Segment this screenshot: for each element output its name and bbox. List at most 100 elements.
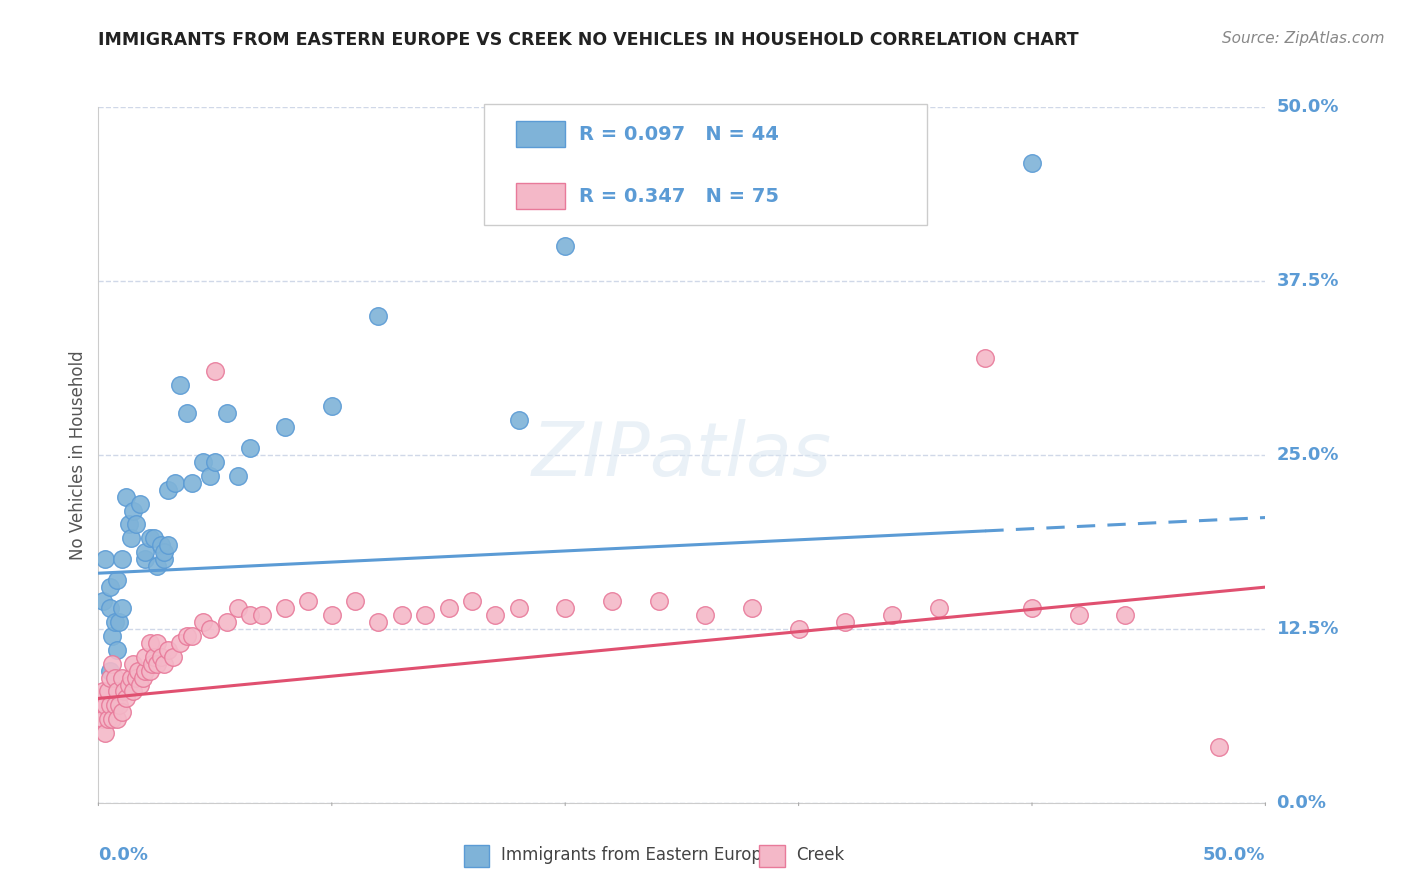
Point bbox=[118, 517, 141, 532]
Point bbox=[129, 677, 152, 691]
Point bbox=[344, 594, 367, 608]
Point bbox=[204, 364, 226, 378]
Point bbox=[98, 698, 121, 713]
Point bbox=[139, 636, 162, 650]
Point bbox=[157, 483, 180, 497]
Point bbox=[111, 552, 134, 566]
Text: R = 0.097   N = 44: R = 0.097 N = 44 bbox=[579, 125, 779, 144]
Point bbox=[274, 420, 297, 434]
Text: 0.0%: 0.0% bbox=[1277, 794, 1326, 812]
Point bbox=[94, 726, 117, 740]
Point bbox=[97, 712, 120, 726]
Text: 50.0%: 50.0% bbox=[1204, 846, 1265, 863]
Point bbox=[367, 615, 389, 629]
Point bbox=[1114, 607, 1136, 622]
Text: 25.0%: 25.0% bbox=[1277, 446, 1339, 464]
Point bbox=[143, 649, 166, 664]
Point bbox=[193, 455, 215, 469]
Point bbox=[600, 594, 623, 608]
Point bbox=[101, 712, 124, 726]
Point bbox=[94, 698, 117, 713]
Text: ZIPatlas: ZIPatlas bbox=[531, 419, 832, 491]
Point bbox=[90, 698, 112, 713]
Point bbox=[508, 413, 530, 427]
Point bbox=[239, 441, 262, 455]
Point bbox=[150, 649, 173, 664]
Point bbox=[115, 691, 138, 706]
Point bbox=[104, 615, 127, 629]
Point bbox=[180, 629, 202, 643]
Point bbox=[127, 664, 149, 678]
Point bbox=[91, 684, 114, 698]
Point bbox=[1021, 155, 1043, 169]
Point bbox=[111, 601, 134, 615]
Text: Immigrants from Eastern Europe: Immigrants from Eastern Europe bbox=[501, 847, 772, 864]
Y-axis label: No Vehicles in Household: No Vehicles in Household bbox=[69, 350, 87, 560]
Point bbox=[132, 671, 155, 685]
Point bbox=[146, 636, 169, 650]
Point bbox=[118, 677, 141, 691]
Bar bbox=[516, 183, 565, 210]
Point bbox=[122, 503, 145, 517]
Point bbox=[97, 684, 120, 698]
Point bbox=[105, 712, 128, 726]
FancyBboxPatch shape bbox=[484, 103, 927, 226]
Point bbox=[250, 607, 273, 622]
Point bbox=[928, 601, 950, 615]
Point bbox=[111, 671, 134, 685]
Text: Creek: Creek bbox=[796, 847, 844, 864]
Point bbox=[139, 664, 162, 678]
Point bbox=[200, 468, 222, 483]
Point bbox=[98, 664, 121, 678]
Point bbox=[834, 615, 856, 629]
Point bbox=[741, 601, 763, 615]
Text: 37.5%: 37.5% bbox=[1277, 272, 1339, 290]
Point bbox=[104, 671, 127, 685]
Point bbox=[437, 601, 460, 615]
Point bbox=[125, 517, 148, 532]
Point bbox=[125, 671, 148, 685]
Point bbox=[94, 552, 117, 566]
Point bbox=[141, 657, 163, 671]
Point bbox=[139, 532, 162, 546]
Point bbox=[880, 607, 903, 622]
Point bbox=[321, 607, 343, 622]
Point bbox=[112, 684, 135, 698]
Bar bbox=[516, 121, 565, 147]
Point bbox=[1067, 607, 1090, 622]
Point bbox=[122, 684, 145, 698]
Point bbox=[129, 497, 152, 511]
Point bbox=[215, 615, 238, 629]
Point bbox=[165, 475, 187, 490]
Point bbox=[105, 573, 128, 587]
Point bbox=[193, 615, 215, 629]
Text: Source: ZipAtlas.com: Source: ZipAtlas.com bbox=[1222, 31, 1385, 46]
Point bbox=[787, 622, 810, 636]
Point bbox=[647, 594, 669, 608]
Point bbox=[554, 239, 576, 253]
Text: 0.0%: 0.0% bbox=[98, 846, 149, 863]
Point bbox=[1208, 740, 1230, 755]
Point bbox=[150, 538, 173, 552]
Point bbox=[169, 378, 191, 392]
Point bbox=[413, 607, 436, 622]
Point bbox=[157, 538, 180, 552]
Point bbox=[91, 594, 114, 608]
Point bbox=[98, 601, 121, 615]
Point bbox=[105, 642, 128, 657]
Point bbox=[274, 601, 297, 615]
Point bbox=[105, 684, 128, 698]
Point bbox=[152, 545, 174, 559]
Point bbox=[200, 622, 222, 636]
Text: 12.5%: 12.5% bbox=[1277, 620, 1339, 638]
Point bbox=[974, 351, 997, 365]
Point bbox=[180, 475, 202, 490]
Point bbox=[98, 580, 121, 594]
Point bbox=[143, 532, 166, 546]
Point bbox=[176, 406, 198, 420]
Point bbox=[484, 607, 506, 622]
Point bbox=[122, 657, 145, 671]
Point bbox=[239, 607, 262, 622]
Point bbox=[104, 698, 127, 713]
Point bbox=[134, 664, 156, 678]
